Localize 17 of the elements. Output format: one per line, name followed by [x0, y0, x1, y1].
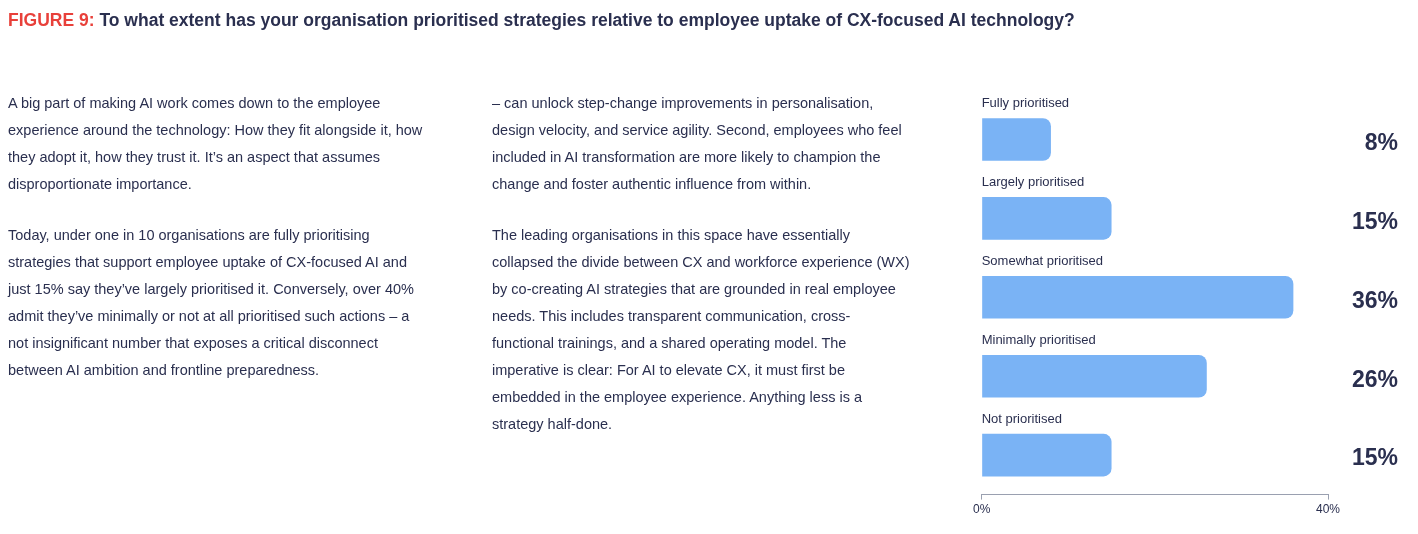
text: A big part of making AI work comes down to the employee experience around the technology: How they fit alongside it, how they adopt it, how they trust it. It’s an aspect that assumes disproportionate importance. — [8, 94, 424, 194]
x-tick-label: 40% — [1315, 502, 1341, 517]
text: – can unlock step-change improvements in personalisation, design velocity, and service agility. Second, employees who feel included in AI transformation are more likely to champion the change and foster authentic influence from within. — [492, 94, 903, 194]
y-tick-label: Somewhat prioritised — [981, 253, 1104, 269]
y-tick-label: Largely prioritised — [981, 174, 1085, 190]
text: Today, under one in 10 organisations are fully prioritising strategies that support employee uptake of CX-focused AI and just 15% say they’ve largely prioritised it. Conversely, over 40% admit they’ve minimally or not at all prioritised such actions – a not insignificant number that exposes a critical disconnect between AI ambition and frontline preparedness. — [8, 226, 415, 380]
data-label: 15% — [1351, 207, 1398, 234]
data-label: 15% — [1351, 444, 1398, 471]
data-label: 26% — [1351, 365, 1398, 392]
data-label: 36% — [1351, 286, 1398, 313]
y-tick-label: Fully prioritised — [981, 95, 1070, 111]
y-tick-label: Not prioritised — [981, 410, 1062, 426]
y-tick-label: Minimally prioritised — [981, 331, 1096, 347]
x-tick-label: 0% — [973, 502, 991, 517]
data-label: 8% — [1364, 128, 1398, 155]
text: FIGURE 9: To what extent has your organisation prioritised strategies relative to employee uptake of CX-focused AI technology? — [8, 10, 1075, 30]
text: The leading organisations in this space have essentially collapsed the divide between CX and workforce experience (WX) by co-creating AI strategies that are grounded in real employee needs. This includes transparent communication, cross-functional trainings, and a shared operating model. The imperative is clear: For AI to elevate CX, it must first be embedded in the employee experience. Anything less is a strategy half-done. — [492, 226, 911, 434]
